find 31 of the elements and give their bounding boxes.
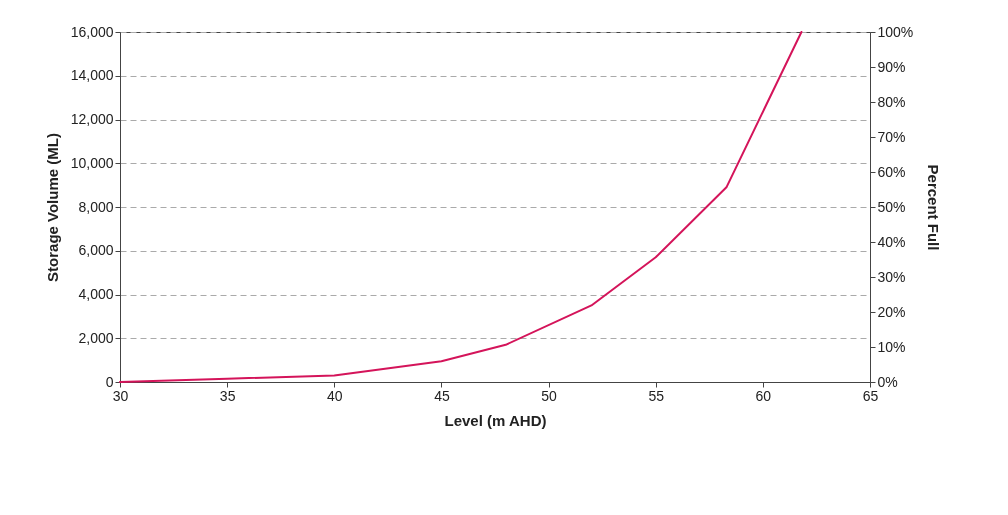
x-tick-label: 50 <box>541 387 558 404</box>
y2-tick-label: 20% <box>877 303 906 320</box>
x-tick-label: 60 <box>755 387 772 404</box>
y-tick-label: 10,000 <box>70 154 114 171</box>
y-tick-label: 8,000 <box>78 198 114 215</box>
x-tick-label: 30 <box>112 387 129 404</box>
y-axis-title: Storage Volume (ML) <box>43 133 61 282</box>
y-tick-label: 0 <box>105 373 114 390</box>
y2-tick-label: 0% <box>877 373 898 390</box>
y-tick-label: 6,000 <box>78 242 114 259</box>
x-tick-label: 45 <box>434 387 450 404</box>
y2-tick-label: 50% <box>877 198 906 215</box>
y2-tick-label: 10% <box>877 338 906 355</box>
y2-tick-label: 90% <box>877 58 906 75</box>
x-tick-label: 65 <box>862 387 879 404</box>
y-tick-label: 14,000 <box>70 67 114 84</box>
y2-tick-label: 70% <box>877 128 906 145</box>
x-tick-label: 40 <box>327 387 343 404</box>
x-tick-label: 55 <box>648 387 665 404</box>
y-tick-label: 2,000 <box>78 329 114 346</box>
x-tick-label: 35 <box>219 387 236 404</box>
x-axis-title: Level (m AHD) <box>444 411 547 429</box>
y2-tick-label: 60% <box>877 163 906 180</box>
y-tick-label: 4,000 <box>78 286 114 302</box>
y-tick-label: 12,000 <box>70 111 114 127</box>
y2-axis-title: Percent Full <box>925 164 943 251</box>
y2-tick-label: 30% <box>877 268 906 285</box>
y2-tick-label: 40% <box>877 233 906 250</box>
y2-tick-label: 100% <box>877 23 914 40</box>
y2-tick-label: 80% <box>877 93 906 110</box>
y-tick-label: 16,000 <box>70 23 114 40</box>
